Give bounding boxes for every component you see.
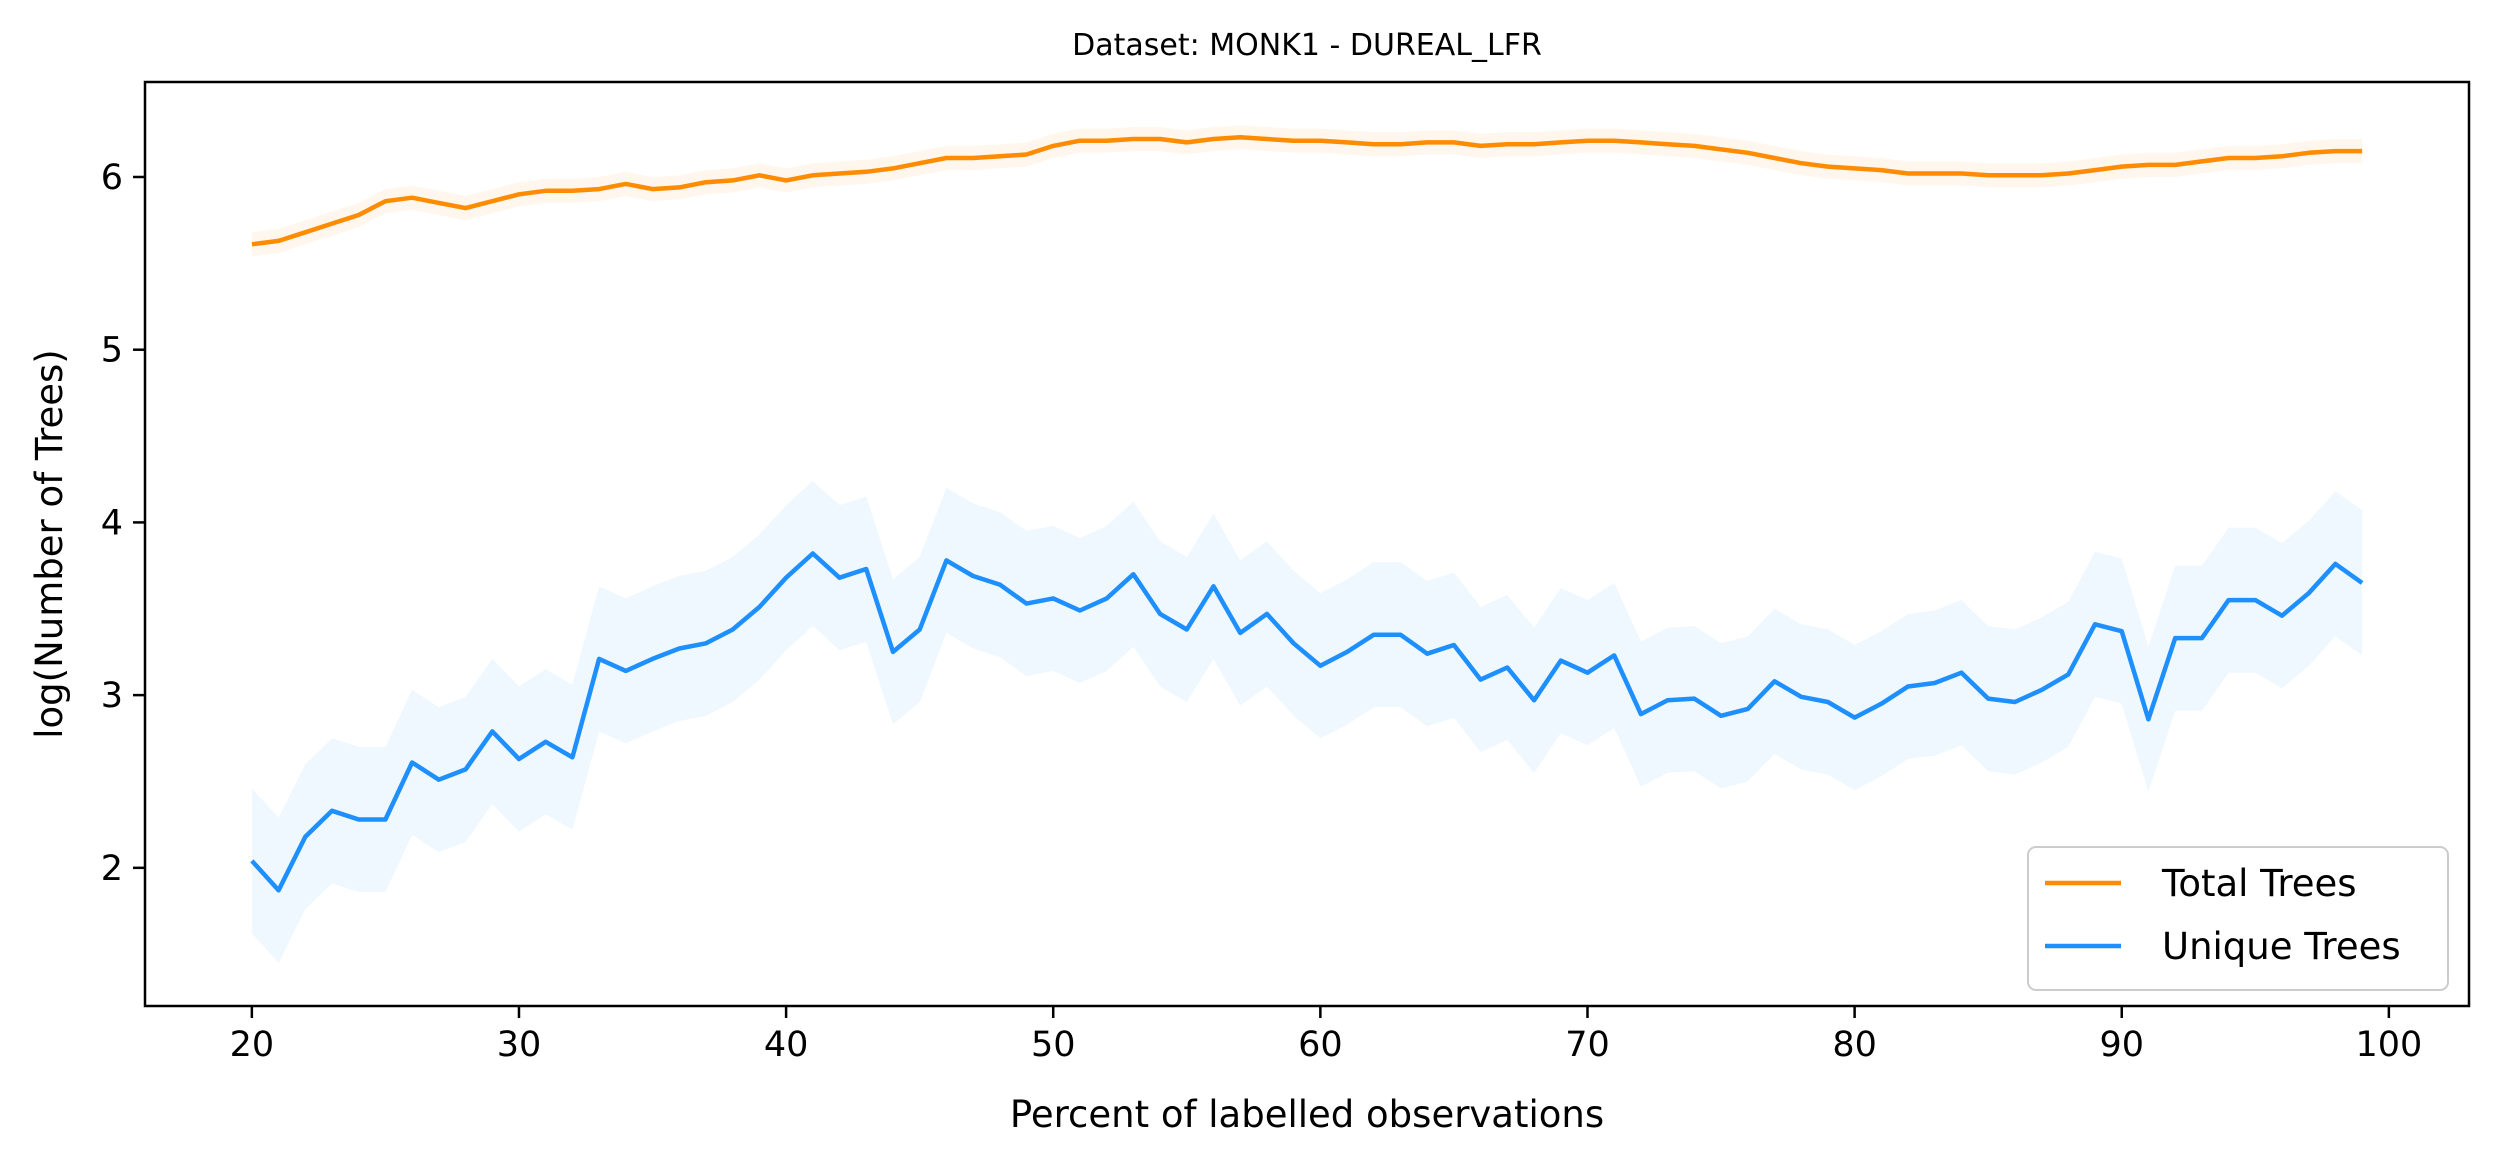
x-axis: 20 30 40 50 60 70 80 90 100 [230, 1006, 2422, 1065]
series-line-total-trees [251, 135, 2363, 247]
y-tick-label-2: 2 [101, 849, 123, 889]
legend-label-unique-trees: Unique Trees [2162, 925, 2401, 968]
legend: Total Trees Unique Trees [2027, 846, 2449, 991]
x-tick-label-80: 80 [1832, 1025, 1877, 1065]
y-axis-label: log(Number of Trees) [28, 349, 71, 738]
y-tick-label-5: 5 [101, 331, 123, 371]
band-total-trees [251, 125, 2363, 257]
legend-frame [2027, 846, 2449, 991]
x-tick-label-50: 50 [1031, 1025, 1076, 1065]
x-tick-label-100: 100 [2355, 1025, 2422, 1065]
x-tick-label-90: 90 [2099, 1025, 2144, 1065]
chart-title: Dataset: MONK1 - DUREAL_LFR [1072, 28, 1542, 63]
band-unique-trees [251, 481, 2363, 963]
plot-frame [143, 80, 2471, 1008]
y-axis: 2 3 4 5 6 [101, 158, 145, 889]
x-tick-label-30: 30 [497, 1025, 542, 1065]
y-tick-label-3: 3 [101, 676, 123, 716]
x-tick-label-60: 60 [1298, 1025, 1343, 1065]
legend-label-total-trees: Total Trees [2161, 862, 2357, 905]
x-axis-label: Percent of labelled observations [1010, 1093, 1604, 1136]
x-tick-label-40: 40 [764, 1025, 809, 1065]
x-tick-label-70: 70 [1565, 1025, 1610, 1065]
plot-area [143, 80, 2471, 1008]
confidence-bands [251, 125, 2363, 963]
y-tick-label-4: 4 [101, 503, 123, 543]
x-tick-label-20: 20 [230, 1025, 275, 1065]
series-line-unique-trees [250, 551, 2364, 893]
series-lines [250, 135, 2364, 893]
y-tick-label-6: 6 [101, 158, 123, 198]
